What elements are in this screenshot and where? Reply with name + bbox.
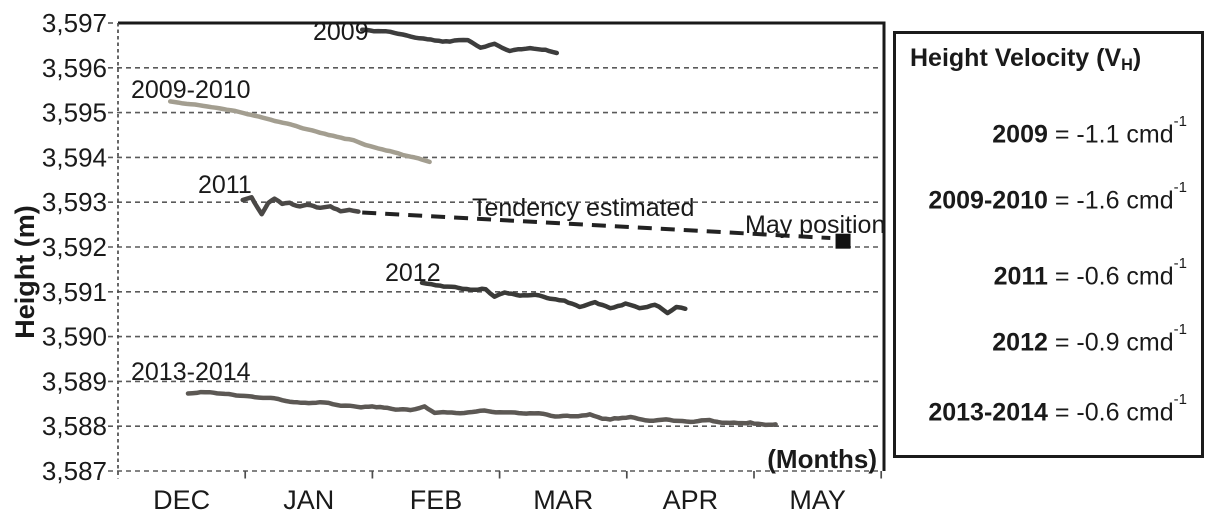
legend-entry-2012: 2012 = -0.9 cmd-1 bbox=[992, 320, 1187, 357]
series-line-2009-2010 bbox=[167, 99, 432, 165]
y-tick-label-3593: 3,593 bbox=[42, 187, 107, 217]
legend-title-close: ) bbox=[1132, 44, 1142, 72]
x-axis-title: (Months) bbox=[767, 444, 877, 474]
series-label-2011: 2011 bbox=[198, 171, 252, 199]
may-position-label: May position bbox=[745, 211, 885, 239]
legend-entry-2013-2014: 2013-2014 = -0.6 cmd-1 bbox=[928, 390, 1187, 427]
y-tick-label-3596: 3,596 bbox=[42, 53, 107, 83]
y-tick-label-3591: 3,591 bbox=[42, 277, 107, 307]
legend-entry-2011: 2011 = -0.6 cmd-1 bbox=[993, 254, 1187, 291]
y-axis-title: Height (m) bbox=[10, 205, 40, 338]
legend-entry-2009: 2009 = -1.1 cmd-1 bbox=[992, 112, 1187, 149]
y-tick-label-3587: 3,587 bbox=[42, 456, 107, 486]
series-label-2009: 2009 bbox=[313, 18, 369, 46]
legend-box: Height Velocity (VH) 2009 = -1.1 cmd-1 20… bbox=[893, 31, 1204, 458]
tendency-dashed-line bbox=[362, 210, 831, 241]
series-line-2012 bbox=[419, 280, 688, 316]
x-tick-label-FEB: FEB bbox=[410, 485, 463, 515]
x-tick-label-JAN: JAN bbox=[283, 485, 334, 515]
y-tick-label-3594: 3,594 bbox=[42, 142, 107, 172]
series-line-2013-2014 bbox=[185, 389, 778, 428]
y-tick-label-3588: 3,588 bbox=[42, 411, 107, 441]
may-position-marker bbox=[835, 233, 851, 249]
legend-title: Height Velocity (VH) bbox=[910, 44, 1141, 75]
series-line-2011 bbox=[240, 195, 361, 217]
y-tick-label-3597: 3,597 bbox=[42, 8, 107, 38]
series-label-2013-2014: 2013-2014 bbox=[131, 358, 251, 386]
series-label-2012: 2012 bbox=[385, 259, 441, 287]
tendency-label: Tendency estimated bbox=[472, 194, 694, 222]
series-label-2009-2010: 2009-2010 bbox=[131, 76, 251, 104]
y-tick-label-3595: 3,595 bbox=[42, 98, 107, 128]
y-tick-label-3590: 3,590 bbox=[42, 322, 107, 352]
y-tick-label-3592: 3,592 bbox=[42, 232, 107, 262]
x-tick-label-DEC: DEC bbox=[153, 485, 210, 515]
x-tick-label-MAY: MAY bbox=[789, 485, 846, 515]
x-tick-label-APR: APR bbox=[663, 485, 719, 515]
legend-title-subscript: H bbox=[1121, 56, 1133, 75]
legend-entry-2009-2010: 2009-2010 = -1.6 cmd-1 bbox=[928, 178, 1187, 215]
x-tick-label-MAR: MAR bbox=[533, 485, 593, 515]
legend-title-text: Height Velocity (V bbox=[910, 44, 1122, 72]
series-line-2009 bbox=[359, 27, 560, 56]
y-tick-label-3589: 3,589 bbox=[42, 366, 107, 396]
